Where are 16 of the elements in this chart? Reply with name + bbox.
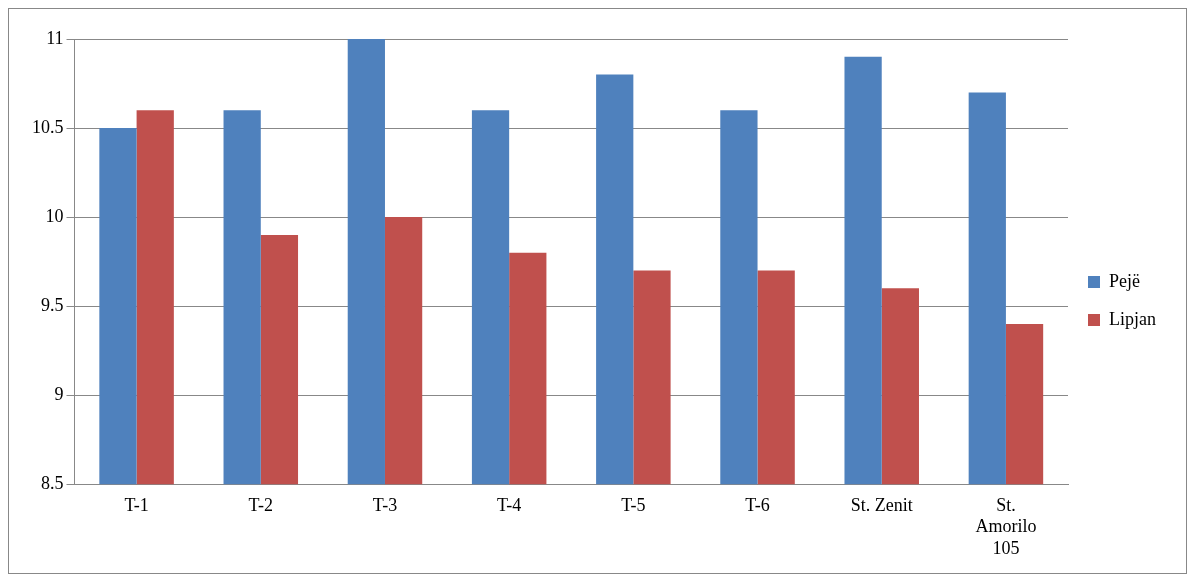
x-tick-label: T-6 [745, 494, 770, 515]
y-tick-label: 8.5 [41, 472, 64, 493]
x-tick-label: St. Zenit [850, 494, 913, 515]
x-tick-label: T-1 [124, 494, 149, 515]
x-tick-label: T-2 [248, 494, 273, 515]
x-tick-label: T-4 [496, 494, 522, 515]
legend-label: Lipjan [1109, 308, 1157, 329]
y-tick-label: 10 [45, 205, 64, 226]
y-tick-label: 11 [46, 27, 64, 48]
x-tick-label: St. Amorilo 105 [975, 494, 1037, 558]
x-tick-label: T-5 [621, 494, 646, 515]
legend-label: Pejë [1109, 270, 1141, 291]
y-tick-label: 9 [54, 383, 64, 404]
y-tick-label: 10.5 [32, 116, 64, 137]
x-tick-label: T-3 [372, 494, 398, 515]
y-tick-label: 9.5 [41, 294, 64, 315]
